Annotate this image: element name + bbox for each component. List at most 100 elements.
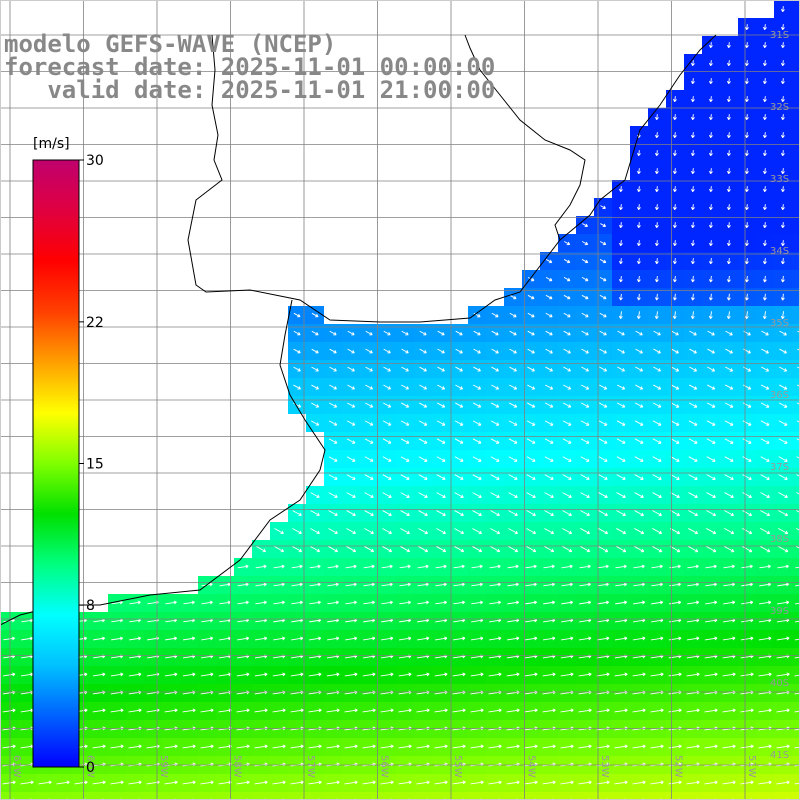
longitude-label: 56W bbox=[379, 755, 390, 778]
wind-arrow bbox=[3, 636, 16, 641]
wind-arrow bbox=[634, 528, 645, 535]
wind-arrow bbox=[454, 456, 464, 462]
wind-arrow bbox=[653, 348, 661, 354]
wind-arrow bbox=[706, 528, 717, 535]
wind-arrow bbox=[777, 582, 790, 587]
wind-arrow bbox=[383, 366, 391, 372]
wind-arrow bbox=[526, 546, 537, 553]
wind-arrow bbox=[383, 384, 392, 390]
wind-arrow bbox=[709, 96, 713, 103]
wind-arrow bbox=[581, 312, 589, 318]
wind-arrow bbox=[308, 708, 322, 713]
wind-arrow bbox=[509, 312, 517, 318]
wind-arrow bbox=[578, 780, 592, 785]
wind-arrow bbox=[655, 204, 659, 211]
wind-arrow bbox=[794, 728, 800, 731]
wind-arrow bbox=[472, 456, 482, 462]
wind-arrow bbox=[652, 420, 662, 426]
wind-arrow bbox=[727, 60, 731, 67]
latitude-label: 40S bbox=[770, 678, 789, 689]
wind-arrow bbox=[435, 564, 447, 569]
wind-arrow bbox=[437, 384, 446, 390]
wind-arrow bbox=[454, 420, 464, 426]
field-cell bbox=[792, 252, 800, 270]
wind-arrow bbox=[398, 672, 412, 677]
wind-arrow bbox=[637, 258, 641, 265]
wind-arrow bbox=[364, 546, 375, 553]
wind-arrow bbox=[365, 366, 373, 372]
wind-arrow bbox=[635, 384, 644, 390]
wind-arrow bbox=[471, 600, 484, 605]
wind-arrow bbox=[705, 600, 718, 605]
wind-arrow bbox=[597, 564, 609, 569]
wind-arrow bbox=[760, 528, 771, 535]
field-cell bbox=[792, 360, 800, 378]
wind-arrow bbox=[311, 330, 319, 336]
wind-arrow bbox=[742, 402, 752, 408]
wind-arrow bbox=[473, 330, 481, 336]
wind-arrow bbox=[418, 546, 429, 553]
wind-arrow bbox=[709, 60, 713, 67]
wind-arrow bbox=[689, 348, 697, 354]
longitude-label: 53W bbox=[599, 755, 610, 778]
wind-arrow bbox=[219, 582, 231, 587]
longitude-label: 61W bbox=[11, 755, 22, 778]
wind-arrow bbox=[544, 492, 554, 498]
wind-arrow bbox=[2, 780, 16, 785]
wind-arrow bbox=[722, 744, 736, 749]
wind-arrow bbox=[527, 384, 536, 390]
wind-arrow bbox=[508, 420, 518, 426]
wind-arrow bbox=[345, 582, 357, 587]
wind-arrow bbox=[182, 672, 196, 677]
wind-arrow bbox=[599, 366, 607, 372]
wind-arrow bbox=[762, 275, 767, 283]
wind-arrow bbox=[561, 564, 573, 569]
latitude-label: 41S bbox=[770, 750, 789, 761]
wind-arrow bbox=[400, 474, 410, 480]
field-cell bbox=[792, 198, 800, 216]
wind-arrow bbox=[688, 438, 698, 444]
wind-arrow bbox=[542, 708, 556, 713]
wind-arrow bbox=[794, 764, 800, 767]
wind-arrow bbox=[655, 132, 659, 139]
field-cell bbox=[576, 792, 594, 800]
wind-arrow bbox=[727, 150, 731, 157]
wind-arrow bbox=[761, 366, 770, 372]
colorbar-unit: [m/s] bbox=[33, 136, 70, 152]
wind-arrow bbox=[709, 258, 713, 265]
wind-arrow bbox=[599, 276, 607, 282]
wind-arrow bbox=[562, 456, 572, 462]
latitude-label: 35S bbox=[770, 318, 789, 329]
wind-arrow bbox=[778, 420, 788, 426]
wind-arrow bbox=[743, 366, 752, 372]
wind-arrow bbox=[200, 672, 214, 677]
wind-arrow bbox=[744, 293, 749, 301]
wind-arrow bbox=[650, 780, 664, 785]
wind-arrow bbox=[741, 600, 754, 605]
wind-arrow bbox=[365, 330, 373, 336]
wind-arrow bbox=[704, 744, 718, 749]
wind-arrow bbox=[617, 366, 626, 372]
wind-arrow bbox=[293, 312, 301, 318]
wind-arrow bbox=[110, 672, 124, 677]
wind-arrow bbox=[488, 708, 502, 713]
wind-arrow bbox=[310, 420, 320, 426]
latitude-label: 36S bbox=[770, 390, 789, 401]
wind-arrow bbox=[706, 420, 716, 426]
wind-arrow bbox=[346, 510, 356, 516]
wind-arrow bbox=[707, 384, 716, 390]
wind-arrow bbox=[544, 546, 555, 553]
wind-arrow bbox=[742, 492, 752, 499]
wind-arrow bbox=[614, 708, 628, 713]
wind-arrow bbox=[780, 293, 785, 301]
wind-arrow bbox=[778, 492, 788, 499]
wind-arrow bbox=[781, 222, 785, 229]
wind-arrow bbox=[254, 708, 268, 713]
wind-arrow bbox=[436, 510, 446, 517]
wind-arrow bbox=[128, 780, 142, 785]
wind-arrow bbox=[763, 114, 767, 121]
wind-arrow bbox=[706, 438, 716, 444]
wind-arrow bbox=[651, 545, 663, 553]
wind-arrow bbox=[344, 708, 358, 713]
wind-arrow bbox=[506, 636, 520, 641]
